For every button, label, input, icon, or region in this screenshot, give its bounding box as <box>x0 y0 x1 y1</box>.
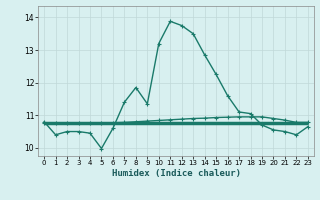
X-axis label: Humidex (Indice chaleur): Humidex (Indice chaleur) <box>111 169 241 178</box>
